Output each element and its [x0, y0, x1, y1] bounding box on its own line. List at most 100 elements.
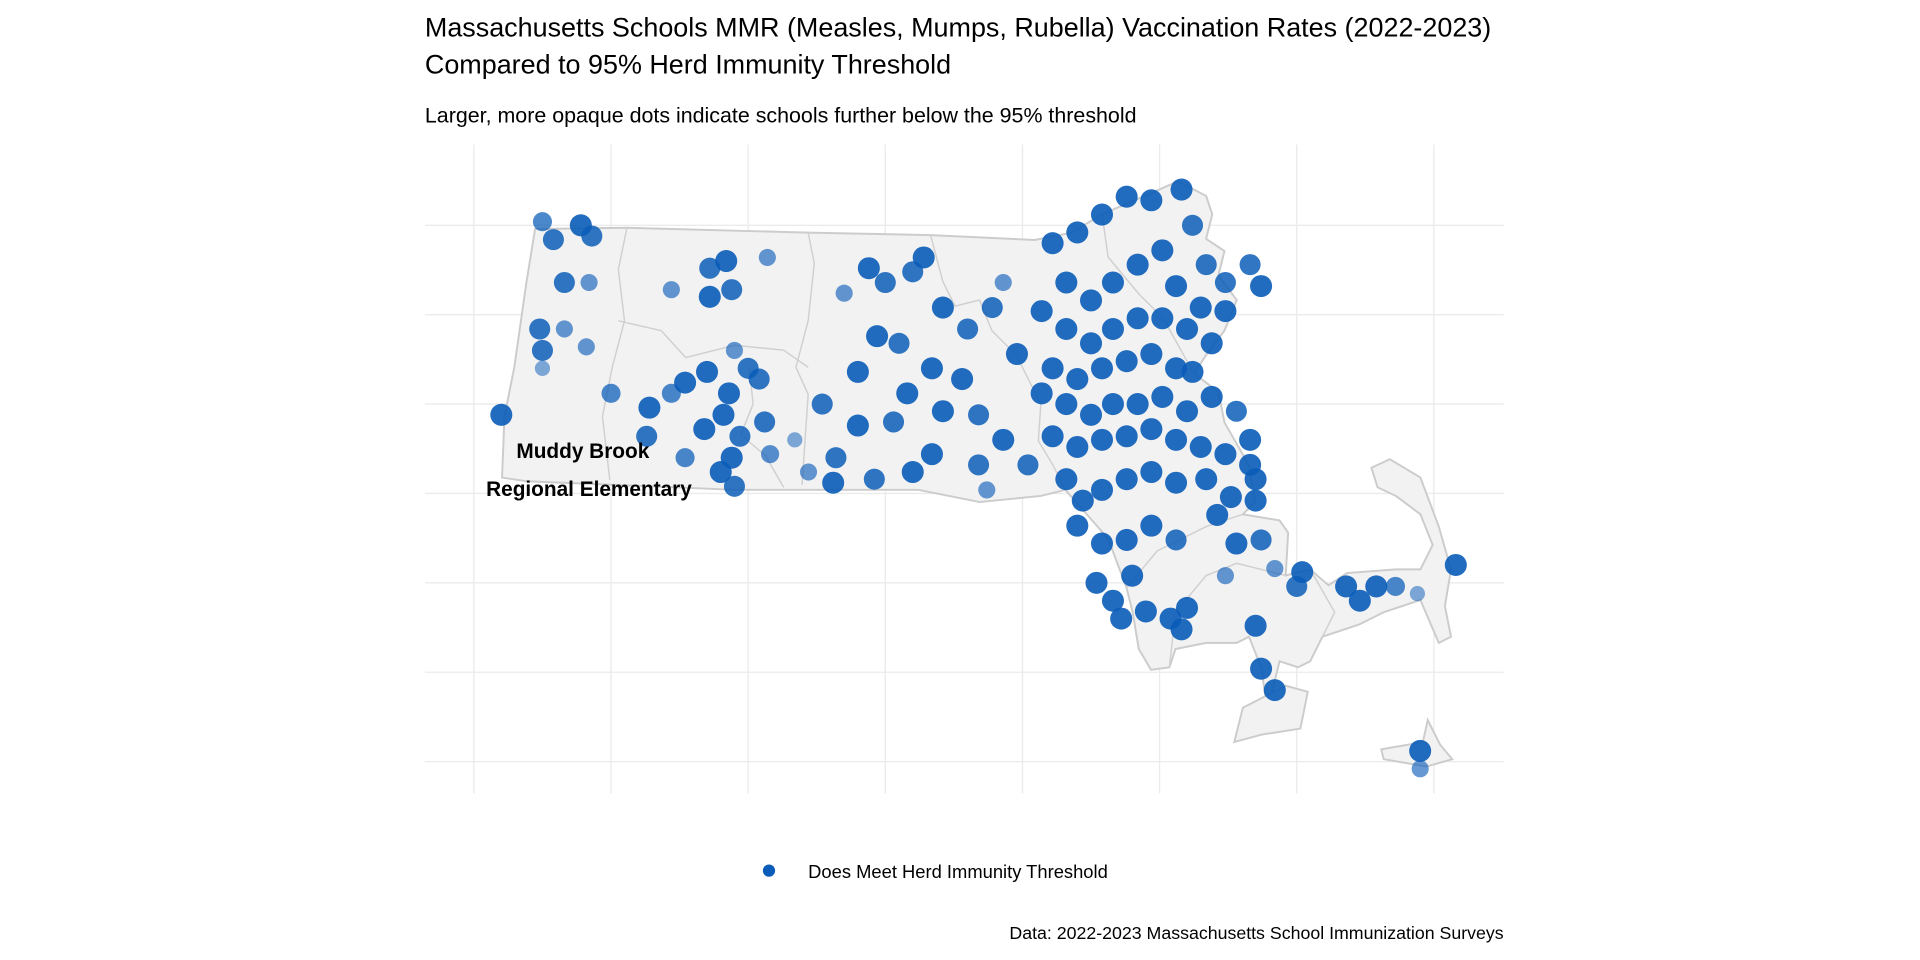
school-point: [1244, 489, 1267, 512]
school-point: [1195, 468, 1218, 491]
school-point: [1151, 239, 1174, 262]
school-point: [1411, 760, 1429, 778]
school-point: [1165, 428, 1188, 451]
school-point: [1101, 317, 1124, 341]
school-point: [1121, 564, 1144, 587]
school-point: [1055, 468, 1078, 491]
school-point: [696, 360, 719, 383]
school-point: [1090, 357, 1114, 380]
school-point: [994, 273, 1012, 292]
school-point: [1134, 600, 1157, 623]
school-point: [761, 445, 780, 464]
school-point: [725, 341, 744, 360]
school-point: [723, 475, 745, 497]
school-point: [1055, 271, 1078, 294]
school-point: [1214, 271, 1236, 294]
school-point: [1244, 614, 1267, 637]
school-point: [920, 357, 943, 380]
school-point: [1444, 553, 1467, 576]
school-point: [863, 468, 885, 490]
school-point: [825, 447, 847, 469]
school-point: [1250, 657, 1273, 680]
school-point: [888, 332, 910, 354]
school-point: [1216, 567, 1234, 585]
school-point: [835, 284, 853, 302]
school-point: [1165, 529, 1187, 551]
school-point: [1165, 471, 1188, 494]
school-point: [1195, 254, 1217, 276]
school-point: [1206, 503, 1229, 526]
school-point: [1066, 435, 1089, 459]
school-point: [636, 425, 658, 447]
school-point: [1101, 589, 1124, 612]
school-point: [638, 396, 661, 419]
school-point: [717, 382, 740, 405]
school-point: [1200, 332, 1223, 355]
school-point: [951, 368, 974, 391]
school-point: [1200, 385, 1223, 408]
school-point: [1176, 596, 1199, 619]
school-point: [1214, 300, 1237, 323]
school-point: [1090, 478, 1114, 501]
school-point: [1041, 425, 1064, 448]
school-point: [1041, 357, 1064, 380]
school-point: [1115, 528, 1138, 551]
school-point: [577, 338, 595, 356]
school-point: [1085, 571, 1108, 594]
school-point: [1115, 468, 1138, 491]
school-point: [1291, 561, 1314, 584]
school-point: [1066, 514, 1089, 537]
school-point: [1080, 332, 1103, 355]
school-point: [1189, 435, 1212, 459]
school-point: [1165, 275, 1188, 298]
school-point: [580, 273, 598, 292]
school-point: [1041, 232, 1064, 255]
school-point: [1090, 428, 1114, 451]
legend-dot-icon: [762, 864, 776, 877]
school-point: [532, 212, 552, 232]
map: [501, 180, 1454, 768]
school-point: [1189, 296, 1212, 319]
school-point: [693, 418, 716, 441]
school-point: [1170, 618, 1193, 641]
school-point: [1140, 189, 1163, 212]
school-point: [1225, 400, 1247, 422]
school-point: [799, 463, 818, 481]
school-point: [1225, 532, 1248, 555]
school-point: [1030, 382, 1053, 405]
school-point: [1239, 428, 1262, 451]
school-point: [754, 411, 776, 433]
annotation-line1: Muddy Brook: [516, 440, 649, 463]
school-point: [529, 318, 551, 340]
school-point: [846, 414, 869, 437]
school-point: [1030, 300, 1053, 323]
school-point: [1101, 271, 1124, 294]
legend-label: Does Meet Herd Immunity Threshold: [808, 861, 1108, 882]
school-point: [857, 257, 880, 280]
school-point: [1140, 514, 1163, 537]
school-point: [675, 448, 695, 468]
annotation-line2: Regional Elementary: [486, 478, 692, 501]
school-point: [674, 371, 697, 394]
school-point: [1140, 418, 1163, 441]
school-point: [1126, 393, 1149, 416]
school-point: [1385, 576, 1406, 596]
school-point: [699, 257, 721, 279]
school-point: [542, 229, 564, 251]
school-point: [968, 454, 990, 476]
school-point: [1140, 343, 1163, 366]
marthas-vineyard-outline: [1232, 684, 1309, 744]
school-point: [968, 404, 990, 426]
school-point: [1181, 214, 1204, 236]
school-point: [1266, 559, 1284, 578]
school-point: [883, 411, 905, 433]
school-point: [1090, 532, 1114, 555]
school-point: [920, 443, 943, 466]
school-point: [1409, 739, 1432, 762]
school-point: [1239, 453, 1262, 476]
massachusetts-outline: [501, 180, 1453, 711]
school-point: [1181, 360, 1204, 383]
school-point: [1250, 275, 1273, 298]
school-point: [534, 360, 551, 376]
